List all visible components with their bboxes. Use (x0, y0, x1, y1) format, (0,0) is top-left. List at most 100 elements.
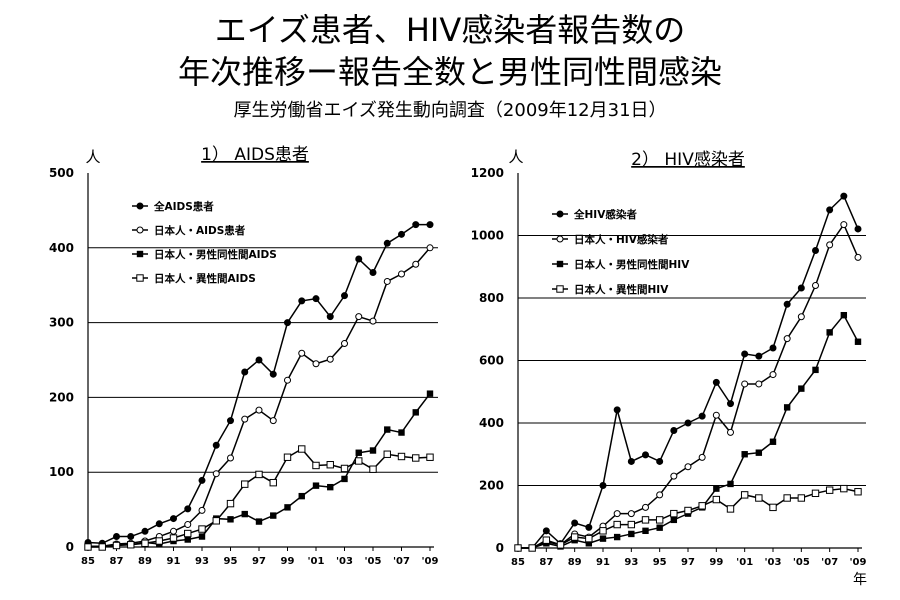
data-point (298, 349, 306, 357)
data-point (426, 221, 434, 229)
x-tick-label: 97 (252, 556, 266, 567)
data-point (341, 292, 348, 300)
data-point (198, 506, 206, 514)
data-point (854, 488, 862, 496)
legend-label: 日本人・異性間AIDS (154, 272, 256, 285)
data-point (212, 517, 220, 525)
data-point (241, 510, 248, 518)
data-point (797, 313, 805, 321)
legend-marker (136, 274, 144, 282)
data-point (312, 360, 320, 368)
page-title-line-2: 年次推移ー報告全数と男性同性間感染 (177, 53, 722, 91)
legend-label: 日本人・異性間HIV (574, 283, 669, 296)
data-point (284, 319, 291, 327)
data-point (741, 350, 749, 358)
data-point (169, 534, 178, 542)
legend-marker (136, 202, 144, 210)
data-point (840, 221, 848, 229)
data-point (727, 480, 734, 488)
legend-marker (556, 260, 564, 268)
data-point (825, 486, 834, 494)
data-point (769, 344, 777, 352)
data-point (641, 516, 650, 524)
legend-marker (556, 235, 564, 243)
series-0 (514, 192, 862, 552)
data-point (613, 520, 621, 529)
data-point (741, 451, 748, 458)
series-line (87, 223, 430, 545)
data-point (269, 478, 277, 487)
y-tick-label: 300 (49, 316, 74, 330)
data-point (383, 277, 391, 285)
chart-title: 1） AIDS患者 (201, 145, 309, 165)
data-point (514, 544, 522, 552)
aids-chart: 0 100 200 300 400 500 85 87 89 91 93 95 97 99 '01 '03 '0… (49, 145, 439, 567)
data-point (585, 534, 593, 543)
y-tick-label: 800 (479, 291, 504, 305)
data-point (769, 371, 777, 379)
legend-label: 日本人・AIDS患者 (154, 224, 246, 237)
data-point (426, 453, 434, 461)
x-tick-label: 91 (167, 556, 181, 567)
data-point (670, 509, 678, 518)
data-point (627, 520, 636, 529)
data-point (412, 221, 420, 229)
data-point (670, 516, 678, 524)
data-point (184, 521, 192, 529)
data-point (141, 527, 149, 535)
data-point (227, 516, 234, 523)
data-point (340, 464, 349, 473)
data-point (571, 519, 579, 527)
x-tick-label: 85 (81, 556, 95, 567)
x-tick-label: 99 (709, 557, 723, 568)
data-point (684, 419, 692, 427)
data-point (369, 317, 377, 325)
data-point (113, 533, 120, 541)
data-point (255, 470, 263, 479)
data-point (198, 525, 206, 533)
data-point (797, 284, 805, 292)
series-3 (514, 484, 862, 552)
y-tick-label: 600 (479, 354, 504, 368)
data-point (599, 527, 607, 535)
data-point (642, 451, 649, 459)
y-tick-label: 200 (479, 479, 504, 493)
data-point (797, 494, 806, 502)
legend-marker (556, 210, 564, 218)
data-point (270, 512, 277, 519)
series-2 (514, 311, 862, 552)
data-point (684, 506, 692, 515)
y-axis-label: 人 (508, 148, 523, 166)
data-point (712, 495, 721, 504)
series-3 (84, 445, 434, 551)
data-point (326, 461, 334, 469)
data-point (656, 491, 664, 499)
data-point (241, 480, 249, 488)
data-point (397, 452, 406, 461)
data-point (726, 505, 735, 513)
x-tick-label: 95 (653, 557, 667, 568)
x-tick-label: '03 (765, 557, 782, 568)
y-tick-label: 200 (49, 390, 74, 404)
x-tick-label: 89 (138, 556, 152, 567)
x-tick-label: '05 (793, 557, 810, 568)
data-point (269, 417, 277, 425)
data-point (241, 415, 249, 423)
data-point (826, 206, 834, 214)
data-point (712, 378, 720, 386)
data-point (528, 544, 536, 552)
data-point (170, 527, 177, 535)
series-line (88, 448, 431, 548)
data-point (255, 518, 263, 525)
data-point (369, 447, 377, 454)
x-tick-label: 87 (110, 556, 124, 567)
legend-label: 全AIDS患者 (153, 200, 214, 213)
hiv-chart: 0 200 400 600 800 1000 1200 85 87 89 91 93 95 97 99 '01… (471, 148, 867, 588)
data-point (369, 268, 377, 276)
x-tick-label: '05 (365, 556, 382, 567)
data-point (184, 536, 191, 543)
data-point (556, 541, 565, 549)
